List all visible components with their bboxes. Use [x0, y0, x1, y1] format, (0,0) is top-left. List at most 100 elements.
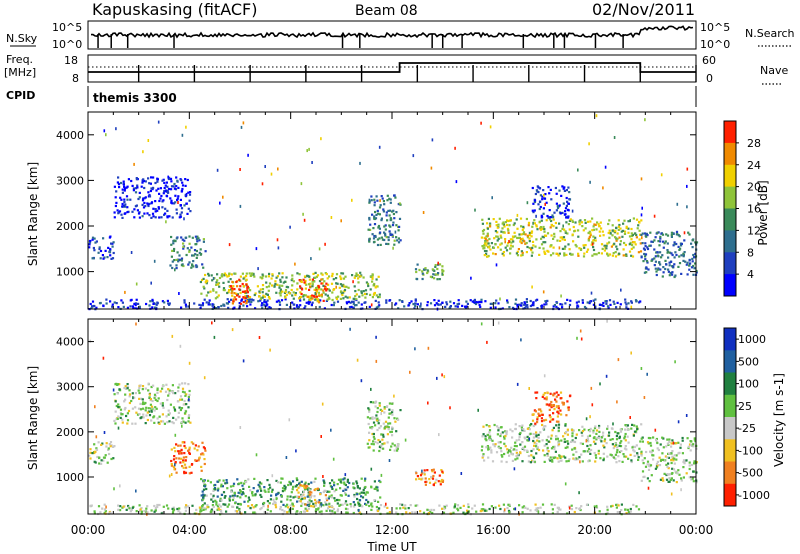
velocity-cell [620, 450, 623, 453]
velocity-cell [161, 402, 164, 405]
power-cell [311, 285, 314, 288]
power-cell [521, 251, 524, 254]
velocity-cell [551, 429, 554, 432]
power-cell [296, 288, 299, 291]
power-cell [294, 293, 297, 297]
power-cell [568, 219, 571, 222]
velocity-cell [674, 470, 677, 473]
velocity-cell [269, 498, 272, 501]
velocity-speck [271, 474, 274, 478]
power-cell [376, 243, 380, 247]
velocity-cell [438, 474, 441, 477]
velocity-cell [631, 446, 634, 449]
power-cell [88, 243, 91, 246]
velocity-cell [536, 446, 539, 449]
power-cell [481, 222, 484, 225]
velocity-speck [503, 508, 506, 512]
power-cell [309, 298, 312, 301]
power-cell [515, 218, 518, 221]
power-cell [606, 305, 610, 308]
power-cell [146, 202, 149, 205]
power-cell [99, 249, 103, 253]
power-cell [492, 252, 495, 255]
velocity-cell [165, 504, 169, 507]
velocity-cell [550, 447, 554, 450]
velocity-cell [538, 414, 541, 417]
power-speck [314, 292, 317, 295]
velocity-cell [687, 446, 690, 450]
velocity-cell [404, 507, 407, 510]
velocity-cell [388, 412, 391, 415]
velocity-cell [596, 436, 599, 440]
velocity-cell [532, 448, 535, 451]
velocity-cell [330, 496, 334, 499]
power-cell [163, 213, 166, 216]
velocity-cell [481, 435, 484, 438]
velocity-cell [414, 511, 417, 514]
velocity-cell [308, 499, 311, 502]
velocity-speck [513, 467, 516, 471]
velocity-cell [493, 423, 496, 427]
velocity-cell [138, 391, 141, 395]
velocity-cell [343, 483, 346, 486]
velocity-cell [548, 414, 551, 417]
power-cell [320, 272, 323, 275]
power-cell [653, 264, 656, 267]
power-cell [198, 251, 201, 254]
velocity-cell [543, 444, 546, 447]
velocity-cell [564, 423, 567, 426]
power-cell [644, 255, 647, 258]
power-cell [594, 307, 597, 310]
power-cell [299, 286, 302, 289]
power-cell [354, 290, 357, 293]
velocity-cell [537, 412, 540, 415]
power-cell [164, 212, 167, 215]
power-cell [299, 295, 302, 299]
velocity-cell [202, 488, 206, 491]
power-cell [296, 304, 299, 307]
power-cell [387, 242, 390, 246]
power-cell [628, 235, 632, 238]
velocity-cell [541, 395, 544, 398]
power-cell [534, 299, 538, 302]
power-cell [307, 283, 311, 286]
velocity-cell [522, 428, 525, 431]
power-cell [175, 237, 178, 240]
velocity-cell [503, 442, 506, 445]
velocity-cell [284, 505, 287, 508]
power-cell [127, 178, 130, 181]
velocity-cell [179, 461, 182, 464]
power-speck [480, 121, 482, 125]
power-cell [317, 300, 321, 303]
velocity-cell [327, 507, 330, 510]
power-cell [263, 295, 266, 298]
power-speck [320, 137, 322, 141]
velocity-cell [420, 478, 423, 481]
power-cell [489, 306, 492, 309]
velocity-cell [550, 503, 553, 506]
velocity-cell [656, 460, 659, 463]
velocity-cell [562, 403, 565, 406]
power-cell [644, 242, 647, 245]
velocity-cell [371, 416, 374, 419]
power-cell [688, 264, 691, 267]
velocity-cell [544, 418, 548, 421]
velocity-cell [582, 450, 585, 453]
power-cell [586, 301, 589, 304]
velocity-cell [550, 406, 553, 409]
velocity-cell [295, 484, 299, 487]
velocity-speck [135, 489, 137, 493]
velocity-cell [253, 511, 256, 514]
power-speck [289, 225, 291, 229]
power-cell [142, 197, 145, 200]
velocity-cell [220, 499, 223, 502]
velocity-cell [284, 487, 287, 490]
power-cell [675, 253, 678, 257]
velocity-cell [553, 447, 556, 451]
velocity-cell [195, 459, 198, 462]
power-speck [308, 147, 310, 151]
velocity-cell [202, 495, 205, 498]
velocity-cell [339, 487, 342, 490]
power-cell [535, 224, 538, 227]
power-cell [524, 242, 527, 245]
